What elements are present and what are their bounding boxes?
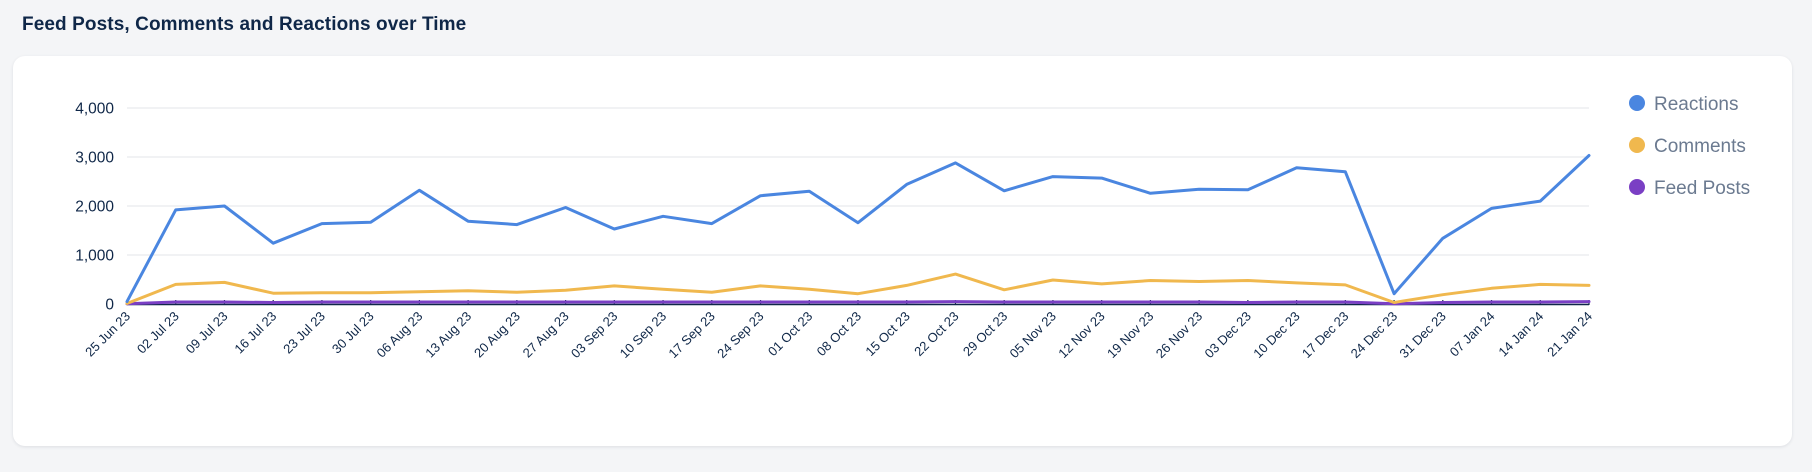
x-tick-label: 02 Jul 23: [134, 309, 182, 357]
x-tick-label: 12 Nov 23: [1055, 309, 1108, 362]
x-tick-label: 22 Oct 23: [911, 309, 961, 359]
chart-card: 0 1,000 2,000 3,000 4,000 25 Jun 23 02 Jul 23…: [13, 56, 1792, 446]
y-tick-label: 1,000: [75, 248, 114, 265]
x-tick-label: 14 Jan 24: [1495, 309, 1546, 360]
x-tick-label: 24 Dec 23: [1348, 309, 1401, 362]
x-tick-label: 30 Jul 23: [329, 309, 377, 357]
legend-marker-reactions: [1629, 95, 1645, 111]
y-tick-label: 2,000: [75, 199, 114, 216]
x-tick-label: 19 Nov 23: [1104, 309, 1157, 362]
x-tick-label: 27 Aug 23: [520, 309, 572, 361]
x-tick-label: 09 Jul 23: [183, 309, 231, 357]
grid-lines: [127, 107, 1589, 256]
x-tick-label: 26 Nov 23: [1153, 309, 1206, 362]
y-tick-label: 0: [105, 297, 114, 314]
x-tick-label: 16 Jul 23: [231, 309, 279, 357]
x-tick-label: 06 Aug 23: [374, 309, 426, 361]
x-tick-label: 24 Sep 23: [714, 309, 767, 362]
x-tick-label: 15 Oct 23: [862, 309, 912, 359]
legend-item-feed-posts[interactable]: Feed Posts: [1629, 178, 1750, 199]
y-tick-label: 3,000: [75, 150, 114, 167]
series-lines: [125, 154, 1591, 306]
legend-label: Feed Posts: [1654, 178, 1750, 199]
line-chart: 0 1,000 2,000 3,000 4,000 25 Jun 23 02 Jul 23…: [75, 94, 1750, 361]
x-axis: 25 Jun 23 02 Jul 23 09 Jul 23 16 Jul 23 23 J…: [82, 300, 1595, 361]
x-tick-label: 13 Aug 23: [422, 309, 474, 361]
series-line-feed-posts[interactable]: [125, 300, 1591, 306]
x-tick-label: 01 Oct 23: [765, 309, 815, 359]
x-tick-label: 31 Dec 23: [1396, 309, 1449, 362]
x-tick-label: 17 Dec 23: [1299, 309, 1352, 362]
x-tick-label: 29 Oct 23: [960, 309, 1010, 359]
legend-label: Reactions: [1654, 94, 1739, 115]
legend-marker-feed-posts: [1629, 179, 1645, 195]
legend-item-reactions[interactable]: Reactions: [1629, 94, 1739, 115]
x-tick-label: 20 Aug 23: [471, 309, 523, 361]
series-line-reactions[interactable]: [125, 154, 1591, 304]
x-tick-label: 10 Dec 23: [1250, 309, 1303, 362]
x-tick-label: 25 Jun 23: [82, 309, 133, 360]
x-tick-label: 17 Sep 23: [665, 309, 718, 362]
series-line-comments[interactable]: [125, 272, 1591, 305]
x-tick-label: 07 Jan 24: [1447, 309, 1498, 360]
x-tick-label: 10 Sep 23: [617, 309, 670, 362]
x-tick-label: 03 Dec 23: [1201, 309, 1254, 362]
x-tick-label: 03 Sep 23: [568, 309, 621, 362]
y-axis: 0 1,000 2,000 3,000 4,000: [75, 101, 114, 314]
page-title: Feed Posts, Comments and Reactions over …: [22, 14, 467, 35]
x-tick-label: 05 Nov 23: [1007, 309, 1060, 362]
x-tick-label: 21 Jan 24: [1544, 309, 1595, 360]
x-tick-label: 23 Jul 23: [280, 309, 328, 357]
legend-item-comments[interactable]: Comments: [1629, 136, 1746, 157]
y-tick-label: 4,000: [75, 101, 114, 118]
x-tick-label: 08 Oct 23: [814, 309, 864, 359]
legend-label: Comments: [1654, 136, 1746, 157]
legend: Reactions Comments Feed Posts: [1629, 94, 1750, 199]
legend-marker-comments: [1629, 137, 1645, 153]
